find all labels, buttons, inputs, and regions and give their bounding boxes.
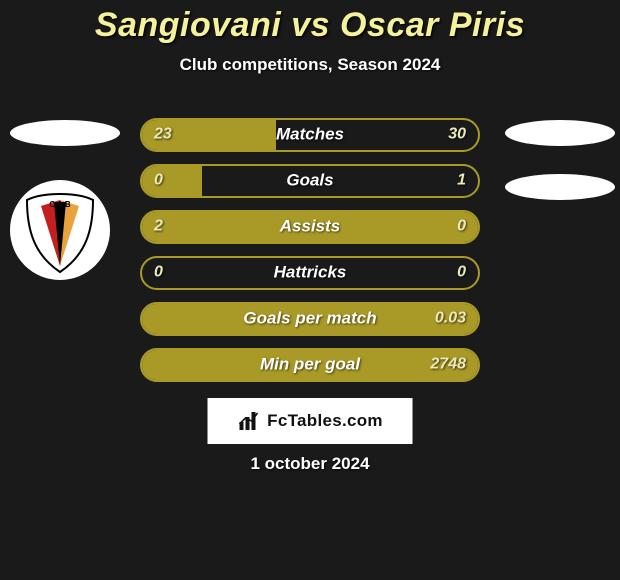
shield-icon: C A B (21, 188, 99, 276)
stat-value-right: 0.03 (435, 310, 466, 328)
stat-label: Goals (286, 171, 333, 191)
stat-value-left: 0 (154, 172, 163, 190)
stat-value-left: 0 (154, 264, 163, 282)
stat-value-left: 2 (154, 218, 163, 236)
header: Sangiovani vs Oscar Piris Club competiti… (0, 0, 620, 75)
stat-label: Matches (276, 125, 344, 145)
stat-bar: 0 1 Goals (140, 164, 480, 198)
avatar-left-placeholder-1 (10, 120, 120, 146)
brand-text: FcTables.com (267, 411, 383, 431)
stat-label: Min per goal (260, 355, 360, 375)
footer-date: 1 october 2024 (0, 454, 620, 474)
stat-bar: 23 30 Matches (140, 118, 480, 152)
club-badge: C A B (10, 180, 110, 280)
stat-label: Assists (280, 217, 340, 237)
avatar-right (505, 120, 615, 200)
stat-bar: 0 0 Hattricks (140, 256, 480, 290)
avatar-left: C A B (10, 120, 120, 280)
stat-value-right: 0 (457, 218, 466, 236)
stat-bar: 2 0 Assists (140, 210, 480, 244)
stat-bar: 2748 Min per goal (140, 348, 480, 382)
stat-value-right: 1 (457, 172, 466, 190)
comparison-bars: 23 30 Matches 0 1 Goals 2 0 Assists 0 0 Hattricks 0.… (140, 118, 480, 394)
stat-label: Hattricks (274, 263, 347, 283)
page-title: Sangiovani vs Oscar Piris (0, 6, 620, 45)
brand-box[interactable]: FcTables.com (208, 398, 413, 444)
avatar-right-placeholder-1 (505, 120, 615, 146)
stat-value-right: 2748 (430, 356, 466, 374)
stat-value-right: 30 (448, 126, 466, 144)
chart-icon (237, 410, 261, 432)
stat-value-right: 0 (457, 264, 466, 282)
stat-label: Goals per match (243, 309, 376, 329)
stat-bar: 0.03 Goals per match (140, 302, 480, 336)
stat-bar-fill-left (142, 166, 202, 196)
svg-text:C A B: C A B (49, 200, 70, 209)
avatar-right-placeholder-2 (505, 174, 615, 200)
page-subtitle: Club competitions, Season 2024 (0, 55, 620, 75)
stat-value-left: 23 (154, 126, 172, 144)
